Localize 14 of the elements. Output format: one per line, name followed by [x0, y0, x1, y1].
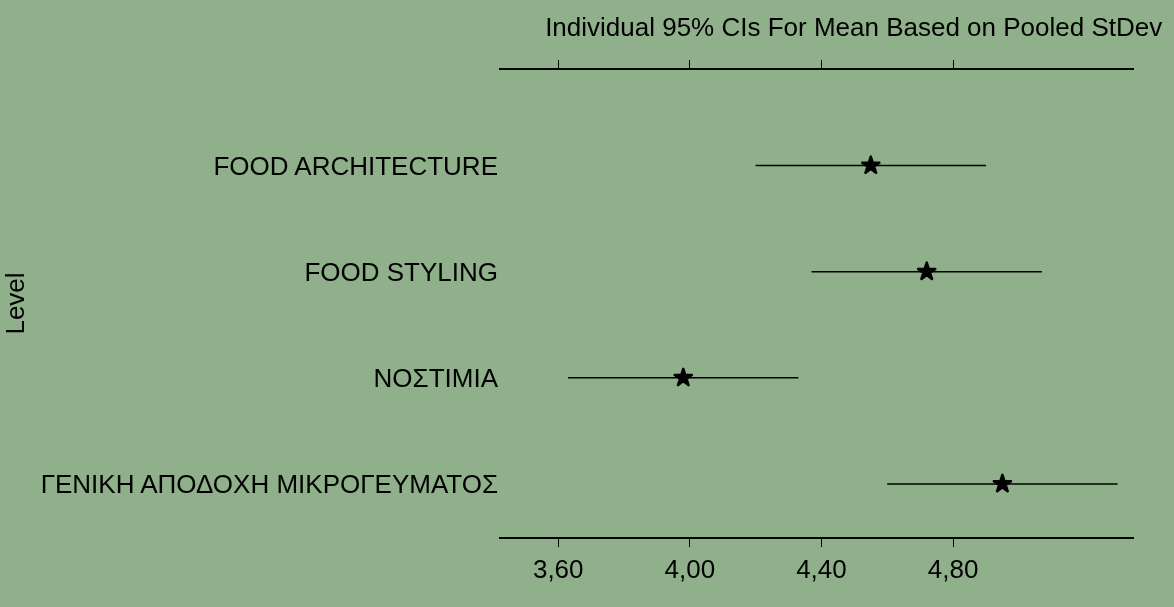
- x-tick-label: 4,80: [927, 553, 979, 584]
- point: [916, 260, 938, 281]
- point: [860, 154, 882, 175]
- point: [992, 473, 1013, 493]
- y-tick-label: ΓΕΝΙΚΗ ΑΠΟΔΟΧΗ ΜΙΚΡΟΓΕΥΜΑΤΟΣ: [40, 469, 498, 500]
- y-tick-label: ΝΟΣΤΙΜΙΑ: [373, 362, 499, 393]
- y-tick-label: FOOD STYLING: [304, 256, 498, 287]
- point: [672, 367, 694, 387]
- x-tick-label: 4,00: [664, 553, 716, 584]
- y-axis-title: Level: [0, 272, 30, 335]
- y-tick-label: FOOD ARCHITECTURE: [213, 150, 498, 181]
- x-tick-label: 3,60: [532, 553, 584, 584]
- chart-title: Individual 95% CIs For Mean Based on Pooled StDev: [545, 12, 1163, 43]
- x-tick-label: 4,40: [796, 553, 847, 584]
